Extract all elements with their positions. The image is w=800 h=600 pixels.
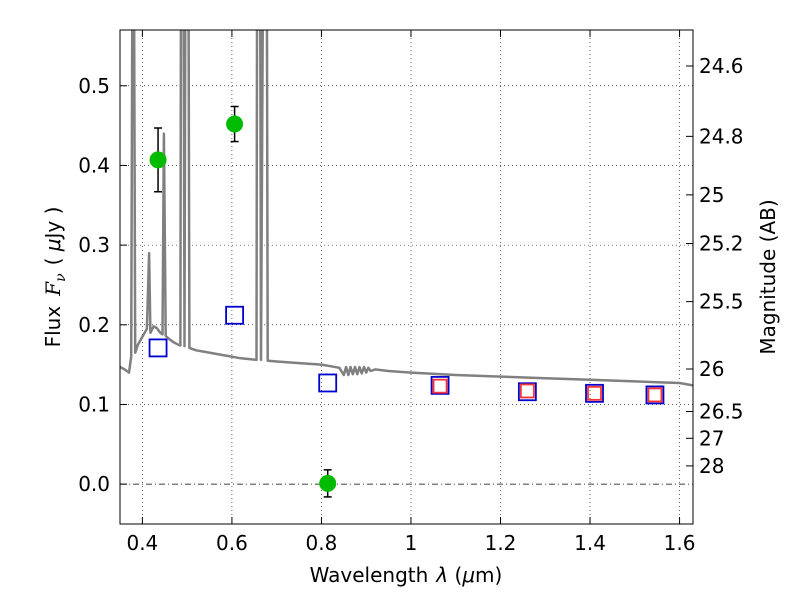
- mag-tick-label: 25.2: [699, 232, 744, 256]
- model-point: [318, 373, 338, 393]
- mag-tick-label: 25.5: [699, 290, 744, 314]
- mag-tick-label: 25: [699, 183, 724, 207]
- grid-lines: [120, 30, 693, 524]
- y-tick-label: 0.0: [78, 472, 110, 496]
- y-tick-label: 0.3: [78, 233, 110, 257]
- y-tick-label: 0.2: [78, 313, 110, 337]
- x-axis-label: Wavelength λ (μm): [310, 563, 503, 587]
- nir-point: [432, 378, 448, 394]
- mag-tick-label: 28: [699, 454, 724, 478]
- model-point: [645, 385, 665, 405]
- y-tick-label: 0.5: [78, 74, 110, 98]
- axis-ticks: 0.4 0.6 0.8 1 1.2 1.4 1.6 0.0 0.1 0.2 0.3 0.4 0.5 24.…: [78, 30, 744, 555]
- observed-point: [149, 151, 167, 169]
- mag-tick-label: 24.8: [699, 124, 744, 148]
- model-point: [517, 382, 537, 402]
- y-axis-label: FluxFν( μJy ): [41, 207, 69, 348]
- plot-frame: [119, 29, 694, 525]
- x-tick-label: 1.6: [664, 531, 696, 555]
- model-point: [148, 338, 168, 358]
- spectrum-layer: [120, 30, 693, 387]
- nir-point: [587, 385, 602, 401]
- y-tick-label: 0.4: [78, 153, 110, 177]
- mag-tick-label: 26.5: [699, 399, 744, 423]
- nir-point: [519, 383, 535, 399]
- observed-point: [226, 115, 244, 133]
- x-tick-label: 1.4: [574, 531, 606, 555]
- x-tick-label: 0.6: [216, 531, 248, 555]
- x-tick-label: 0.4: [126, 531, 158, 555]
- x-tick-label: 1: [405, 531, 418, 555]
- photometry-markers: [148, 105, 665, 498]
- y2-axis-label: Magnitude (AB): [756, 199, 780, 354]
- mag-tick-label: 26: [699, 357, 724, 381]
- y-tick-label: 0.1: [78, 392, 110, 416]
- observed-point: [319, 474, 337, 492]
- model-point: [430, 375, 450, 395]
- mag-tick-label: 24.6: [699, 54, 744, 78]
- model-point: [585, 383, 604, 403]
- mag-tick-label: 27: [699, 426, 724, 450]
- x-tick-label: 0.8: [306, 531, 338, 555]
- model-point: [225, 305, 245, 325]
- nir-point: [647, 387, 663, 403]
- x-tick-label: 1.2: [485, 531, 517, 555]
- model-spectrum-line: [120, 30, 693, 387]
